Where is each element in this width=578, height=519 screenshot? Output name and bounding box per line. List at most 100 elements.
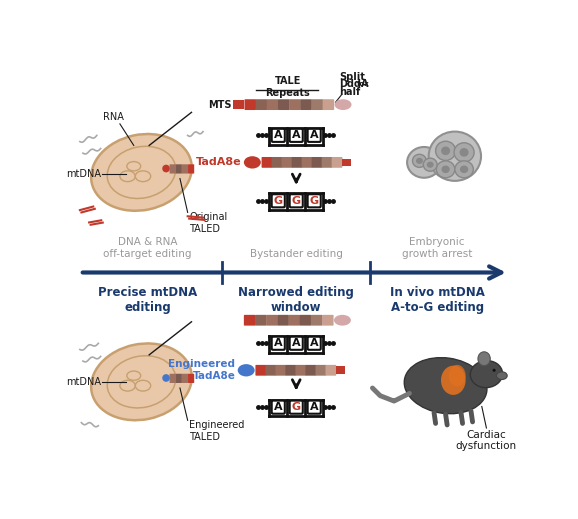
FancyBboxPatch shape <box>265 365 276 376</box>
FancyBboxPatch shape <box>286 365 297 376</box>
FancyBboxPatch shape <box>272 194 285 208</box>
FancyBboxPatch shape <box>321 157 332 168</box>
Text: A: A <box>310 130 318 140</box>
Text: A: A <box>292 338 301 348</box>
FancyBboxPatch shape <box>176 374 182 383</box>
Ellipse shape <box>492 368 496 372</box>
Ellipse shape <box>91 344 192 420</box>
FancyBboxPatch shape <box>332 157 342 168</box>
Text: Narrowed editing
window: Narrowed editing window <box>238 286 354 315</box>
FancyBboxPatch shape <box>278 99 290 110</box>
Text: Bystander editing: Bystander editing <box>250 249 343 258</box>
Text: Embryonic
growth arrest: Embryonic growth arrest <box>402 237 472 258</box>
Ellipse shape <box>478 352 490 366</box>
Text: MTS: MTS <box>208 100 232 110</box>
FancyBboxPatch shape <box>182 374 188 383</box>
Ellipse shape <box>460 148 469 157</box>
Text: A: A <box>310 338 318 348</box>
Text: TALE
Repeats: TALE Repeats <box>265 76 310 98</box>
Text: TadA8e: TadA8e <box>196 157 242 168</box>
Text: tox: tox <box>357 81 370 87</box>
FancyBboxPatch shape <box>288 315 300 325</box>
Text: G: G <box>292 402 301 412</box>
FancyBboxPatch shape <box>281 157 292 168</box>
Text: DddA: DddA <box>339 79 369 89</box>
FancyBboxPatch shape <box>255 99 267 110</box>
FancyBboxPatch shape <box>267 99 279 110</box>
FancyBboxPatch shape <box>272 157 283 168</box>
FancyBboxPatch shape <box>295 365 306 376</box>
Ellipse shape <box>238 364 255 376</box>
FancyBboxPatch shape <box>290 129 303 142</box>
FancyBboxPatch shape <box>277 315 289 325</box>
Text: A: A <box>274 402 283 412</box>
Text: A: A <box>292 130 301 140</box>
FancyBboxPatch shape <box>342 158 351 166</box>
Text: Engineered
TALED: Engineered TALED <box>189 420 244 442</box>
Text: Split: Split <box>339 72 365 81</box>
FancyBboxPatch shape <box>188 165 194 173</box>
Ellipse shape <box>429 132 481 181</box>
FancyBboxPatch shape <box>188 374 194 383</box>
Ellipse shape <box>441 146 450 155</box>
Ellipse shape <box>91 134 192 211</box>
FancyBboxPatch shape <box>290 401 303 414</box>
FancyBboxPatch shape <box>176 165 182 173</box>
FancyBboxPatch shape <box>255 315 266 325</box>
Ellipse shape <box>497 372 507 379</box>
FancyBboxPatch shape <box>316 365 326 376</box>
FancyBboxPatch shape <box>244 315 255 325</box>
Ellipse shape <box>423 158 437 171</box>
FancyBboxPatch shape <box>182 165 188 173</box>
FancyBboxPatch shape <box>305 365 316 376</box>
Text: half: half <box>339 87 361 97</box>
FancyBboxPatch shape <box>325 365 336 376</box>
Ellipse shape <box>413 154 427 168</box>
FancyBboxPatch shape <box>276 365 286 376</box>
FancyBboxPatch shape <box>323 99 334 110</box>
FancyBboxPatch shape <box>299 315 311 325</box>
FancyBboxPatch shape <box>169 165 176 173</box>
FancyBboxPatch shape <box>272 337 285 350</box>
FancyBboxPatch shape <box>307 337 321 350</box>
Text: RNA: RNA <box>103 112 124 122</box>
FancyBboxPatch shape <box>169 374 176 383</box>
FancyBboxPatch shape <box>290 337 303 350</box>
Ellipse shape <box>449 365 466 387</box>
Ellipse shape <box>244 156 261 169</box>
Ellipse shape <box>404 358 487 414</box>
Ellipse shape <box>470 361 502 388</box>
FancyBboxPatch shape <box>307 401 321 414</box>
FancyBboxPatch shape <box>307 129 321 142</box>
Ellipse shape <box>436 141 455 160</box>
Text: Precise mtDNA
editing: Precise mtDNA editing <box>98 286 197 315</box>
Ellipse shape <box>407 147 441 178</box>
FancyBboxPatch shape <box>307 194 321 208</box>
Text: Original
TALED: Original TALED <box>189 212 228 234</box>
Ellipse shape <box>416 158 423 164</box>
Text: mtDNA: mtDNA <box>66 169 101 179</box>
FancyBboxPatch shape <box>233 100 244 110</box>
FancyBboxPatch shape <box>289 99 301 110</box>
FancyBboxPatch shape <box>322 315 334 325</box>
FancyBboxPatch shape <box>290 194 303 208</box>
FancyBboxPatch shape <box>255 365 266 376</box>
Ellipse shape <box>162 374 170 382</box>
FancyBboxPatch shape <box>266 315 278 325</box>
Text: A: A <box>274 130 283 140</box>
Text: mtDNA: mtDNA <box>66 377 101 387</box>
Ellipse shape <box>162 165 170 172</box>
FancyBboxPatch shape <box>302 157 312 168</box>
Ellipse shape <box>460 166 468 173</box>
Ellipse shape <box>442 166 450 173</box>
FancyBboxPatch shape <box>244 99 256 110</box>
FancyBboxPatch shape <box>272 401 285 414</box>
FancyBboxPatch shape <box>312 157 323 168</box>
FancyBboxPatch shape <box>262 157 272 168</box>
Ellipse shape <box>427 161 434 168</box>
Ellipse shape <box>334 315 351 325</box>
Text: A: A <box>310 402 318 412</box>
Text: G: G <box>310 196 318 206</box>
Ellipse shape <box>441 366 466 395</box>
Text: A: A <box>274 338 283 348</box>
